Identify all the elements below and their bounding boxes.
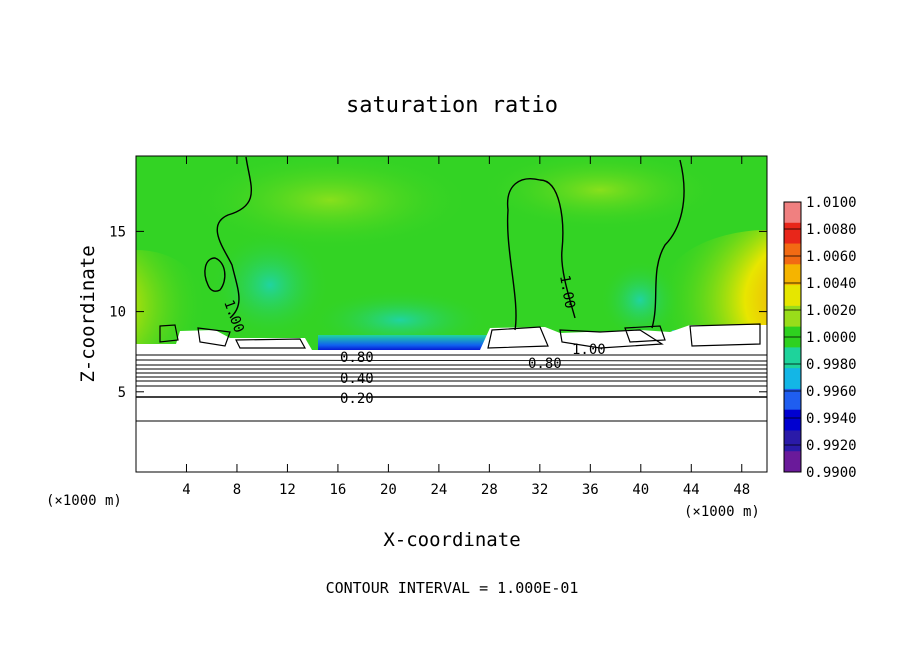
y-tick-label: 10 <box>109 305 126 321</box>
colorbar-label: 1.0080 <box>806 222 857 238</box>
colorbar-label: 0.9980 <box>806 357 857 373</box>
colorbar-label: 0.9900 <box>806 465 857 481</box>
colorbar-swatch <box>784 430 801 452</box>
colorbar-label: 1.0020 <box>806 303 857 319</box>
x-unit-label: (×1000 m) <box>46 493 122 509</box>
cyan-region-3 <box>600 260 680 340</box>
colorbar-swatch <box>784 202 801 224</box>
colorbar-label: 1.0100 <box>806 195 857 211</box>
contour-label: 0.80 <box>340 350 374 366</box>
x-tick-label: 16 <box>329 482 346 498</box>
y-axis-label: Z-coordinate <box>77 245 99 382</box>
colorbar-swatch <box>784 368 801 390</box>
z-unit-label: (×1000 m) <box>684 504 760 520</box>
contour-label: 1.00 <box>556 274 578 310</box>
x-tick-label: 48 <box>733 482 750 498</box>
x-tick-label: 24 <box>430 482 447 498</box>
chart-title: saturation ratio <box>346 93 558 118</box>
x-tick-label: 28 <box>481 482 498 498</box>
colorbar-label: 0.9960 <box>806 384 857 400</box>
y-axis: 5 10 15 <box>109 224 767 401</box>
y-tick-label: 5 <box>118 385 126 401</box>
contour-label: 1.00 <box>572 342 606 358</box>
colorbar-swatch <box>784 409 801 431</box>
x-tick-label: 32 <box>531 482 548 498</box>
plot-area <box>136 156 767 472</box>
x-tick-label: 12 <box>279 482 296 498</box>
colorbar-label: 1.0000 <box>806 330 857 346</box>
plot-frame <box>135 155 768 473</box>
contour-interval-note: CONTOUR INTERVAL = 1.000E-01 <box>326 579 579 597</box>
x-tick-label: 20 <box>380 482 397 498</box>
colorbar-swatch <box>784 388 801 411</box>
contour-label: 0.40 <box>340 371 374 387</box>
blue-band <box>318 335 488 352</box>
unsaturated-region <box>136 325 767 472</box>
light-green-region <box>190 156 470 250</box>
colorbar-swatch <box>784 451 801 473</box>
x-tick-label: 40 <box>632 482 649 498</box>
colorbar-label: 0.9940 <box>806 411 857 427</box>
cloud-outline <box>159 323 761 349</box>
colorbar-swatch <box>784 264 801 286</box>
colorbar-label: 0.9920 <box>806 438 857 454</box>
x-tick-label: 36 <box>582 482 599 498</box>
colorbar-swatch <box>784 305 801 328</box>
colorbar-swatch <box>784 285 801 307</box>
contour-label: 0.80 <box>528 356 562 372</box>
x-axis-label: X-coordinate <box>383 529 520 551</box>
x-axis: 4 8 12 16 20 24 28 32 36 40 44 48 <box>182 156 750 498</box>
colorbar-label: 1.0040 <box>806 276 857 292</box>
contour-label: 0.20 <box>340 391 374 407</box>
cyan-region <box>210 230 330 340</box>
x-tick-label: 44 <box>683 482 700 498</box>
colorbar-swatch <box>784 243 801 265</box>
colorbar-swatch <box>784 347 801 369</box>
colorbar: 1.0100 1.0080 1.0060 1.0040 1.0020 1.0000 0.99… <box>783 195 857 481</box>
y-tick-label: 15 <box>109 224 126 240</box>
light-green-region-right <box>480 156 720 230</box>
contour-lines <box>136 156 767 422</box>
x-tick-label: 4 <box>182 482 190 498</box>
colorbar-label: 1.0060 <box>806 249 857 265</box>
colorbar-swatch <box>784 222 801 245</box>
x-tick-label: 8 <box>233 482 241 498</box>
